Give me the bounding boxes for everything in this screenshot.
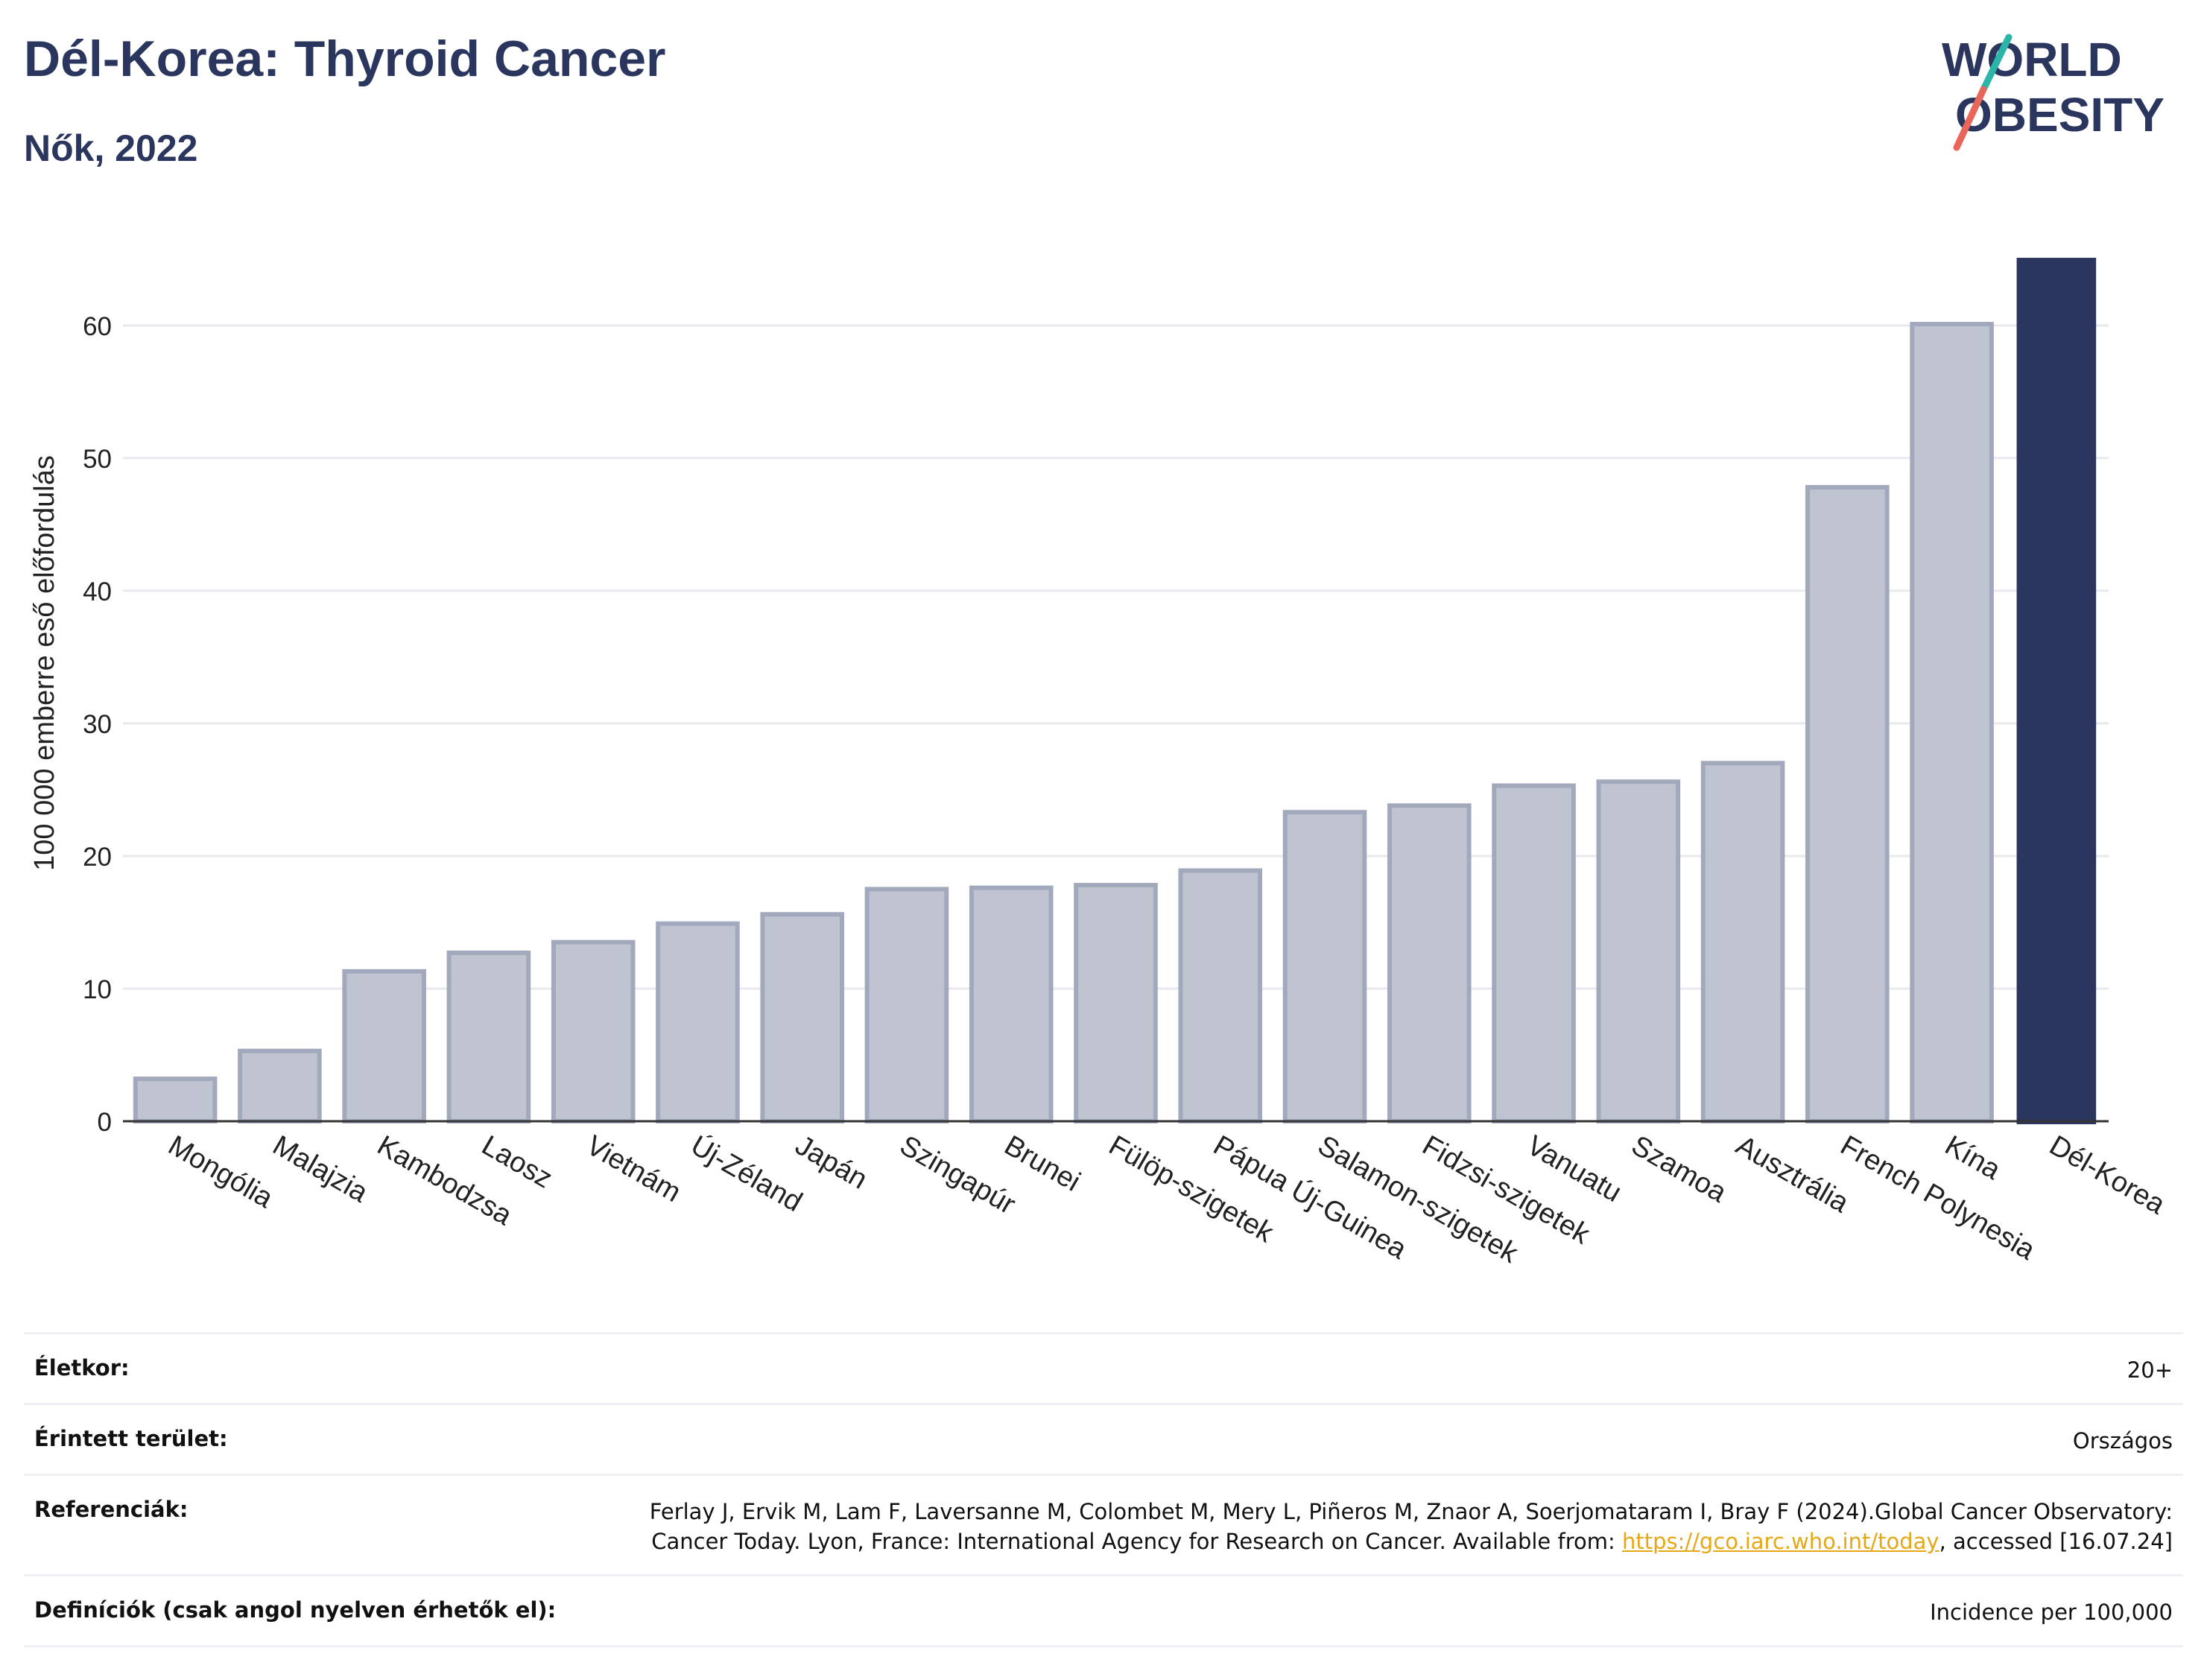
info-row-definitions: Definíciók (csak angol nyelven érhetők e… <box>24 1574 2183 1647</box>
bar-laosz <box>446 950 531 1123</box>
chart-subtitle: Nők, 2022 <box>24 127 198 169</box>
x-tick-label: Szingapúr <box>894 1129 1020 1220</box>
bar-kína <box>1910 322 1994 1124</box>
bars <box>133 258 2097 1125</box>
x-tick-label: Laosz <box>476 1129 557 1194</box>
bar-vietnám <box>551 939 636 1123</box>
logo-line-1: WORLD <box>1942 33 2122 86</box>
area-value: Országos <box>2072 1428 2173 1454</box>
info-row-references: Referenciák: Ferlay J, Ervik M, Lam F, L… <box>24 1474 2183 1574</box>
x-tick-label: Japán <box>790 1129 873 1195</box>
x-tick-label: Vietnám <box>581 1129 686 1208</box>
x-tick-label: Dél-Korea <box>2044 1129 2170 1220</box>
bar-brunei <box>969 885 1054 1123</box>
references-value: Ferlay J, Ervik M, Lam F, Laversanne M, … <box>623 1497 2173 1556</box>
references-text: Ferlay J, Ervik M, Lam F, Laversanne M, … <box>649 1499 2173 1554</box>
info-row-age: Életkor: 20+ <box>24 1332 2183 1403</box>
references-link[interactable]: https://gco.iarc.who.int/today <box>1621 1529 1939 1554</box>
x-tick-label: Kína <box>1939 1129 2006 1186</box>
x-tick-label: Brunei <box>999 1129 1086 1197</box>
y-tick-label: 0 <box>98 1108 112 1137</box>
bar-új-zéland <box>656 921 740 1123</box>
bar-malajzia <box>238 1048 322 1123</box>
definitions-value: Incidence per 100,000 <box>1930 1600 2173 1625</box>
y-tick-label: 50 <box>83 445 112 474</box>
references-accessed: , accessed [16.07.24] <box>1939 1529 2173 1554</box>
x-tick-label: Mongólia <box>163 1129 279 1214</box>
area-label: Érintett terület: <box>34 1426 228 1451</box>
bar-fülöp-szigetek <box>1074 883 1158 1124</box>
chart-title: Dél-Korea: Thyroid Cancer <box>24 31 666 87</box>
bar-fidzsi-szigetek <box>1387 803 1472 1123</box>
info-table: Életkor: 20+ Érintett terület: Országos … <box>24 1332 2183 1647</box>
y-tick-label: 10 <box>83 975 112 1004</box>
references-label: Referenciák: <box>34 1497 189 1522</box>
y-tick-label: 20 <box>83 843 112 872</box>
logo-slash-bottom <box>1953 86 1987 151</box>
y-tick-labels: 0 10 20 30 40 50 60 <box>83 312 112 1137</box>
x-tick-label: Pápua Új-Guinea <box>1208 1129 1413 1266</box>
age-value: 20+ <box>2127 1357 2173 1383</box>
bar-szamoa <box>1596 779 1681 1123</box>
x-tick-label: Új-Zéland <box>685 1129 808 1219</box>
bar-pápua-új-guinea <box>1178 868 1263 1123</box>
info-row-area: Érintett terület: Országos <box>24 1403 2183 1474</box>
x-tick-label: Szamoa <box>1626 1129 1732 1209</box>
y-axis-label: 100 000 emberre eső előfordulás <box>29 455 60 871</box>
y-tick-label: 60 <box>83 312 112 341</box>
definitions-label: Definíciók (csak angol nyelven érhetők e… <box>34 1597 557 1623</box>
x-tick-label: Malajzia <box>267 1129 373 1208</box>
y-tick-label: 40 <box>83 577 112 606</box>
bar-szingapúr <box>864 887 949 1124</box>
world-obesity-logo: WORLD OBESITY <box>1942 33 2165 151</box>
bar-dél-korea <box>2016 258 2097 1125</box>
x-tick-label: Ausztrália <box>1731 1129 1855 1219</box>
bar-kambodzsa <box>342 969 426 1124</box>
bar-mongólia <box>133 1077 218 1123</box>
bar-vanuatu <box>1492 783 1576 1124</box>
logo-slash-top <box>1980 34 2013 93</box>
logo-line-2: OBESITY <box>1955 88 2165 142</box>
bar-japán <box>760 912 845 1123</box>
x-tick-label: French Polynesia <box>1835 1129 2041 1267</box>
bar-salamon-szigetek <box>1282 810 1367 1124</box>
bar-ausztrália <box>1700 761 1785 1124</box>
bar-french-polynesia <box>1805 485 1890 1123</box>
y-tick-label: 30 <box>83 710 112 739</box>
age-label: Életkor: <box>34 1355 130 1381</box>
